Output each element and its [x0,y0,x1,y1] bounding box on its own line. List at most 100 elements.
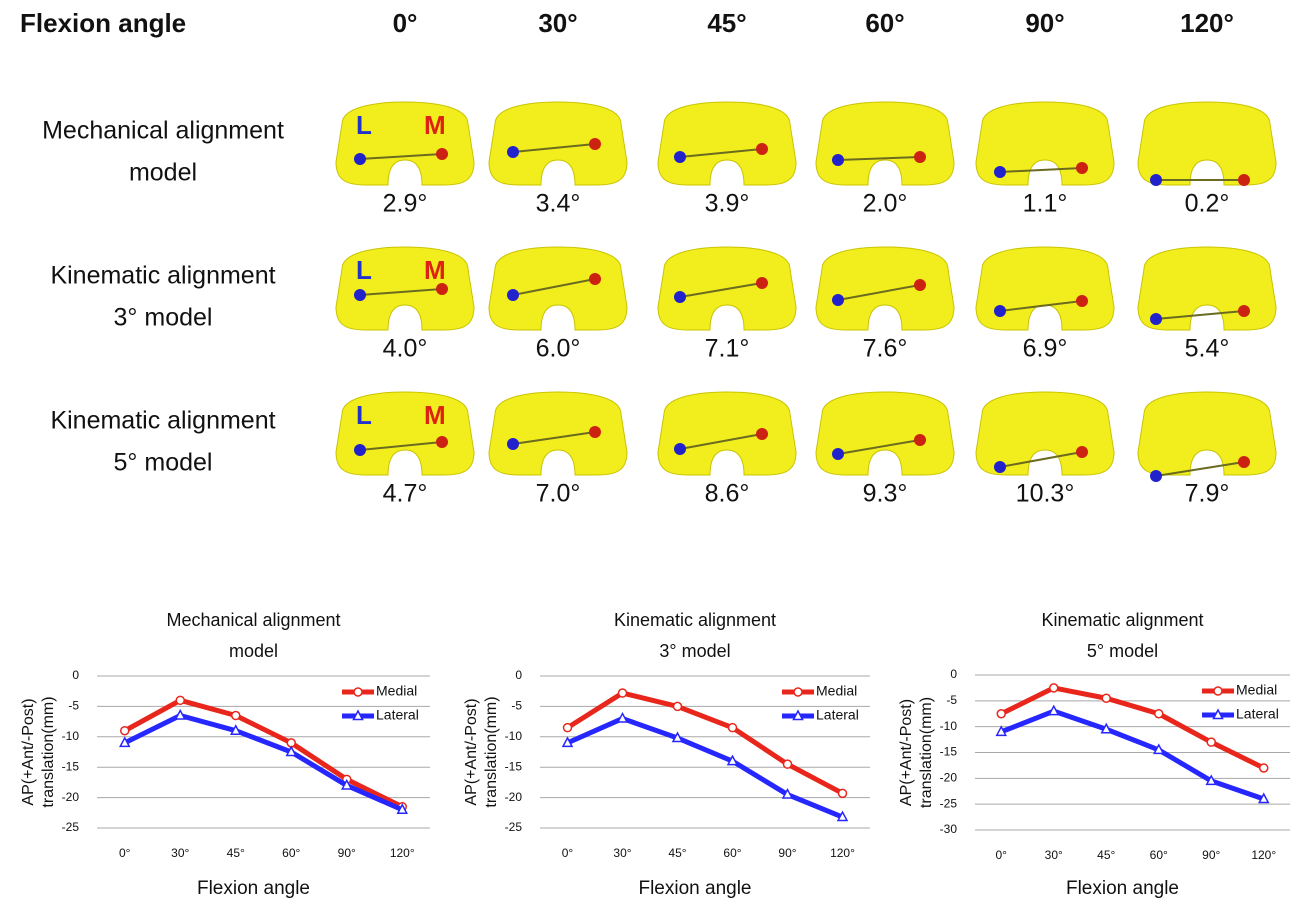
lateral-point [354,444,366,456]
medial-point [1076,446,1088,458]
column-header: 45° [707,8,746,38]
y-tick-label: -15 [505,759,523,773]
tibia-shape [489,392,627,475]
tibia-shape [816,102,954,185]
tibia-shape [489,247,627,330]
column-header: 120° [1180,8,1234,38]
x-tick-label: 45° [668,846,686,860]
data-point [619,689,627,697]
angle-value: 7.6° [863,335,908,363]
lateral-point [832,294,844,306]
lateral-point [832,448,844,460]
x-tick-label: 0° [996,848,1008,862]
series-line [568,719,843,817]
y-tick-label: -15 [62,759,80,773]
x-axis-label: Flexion angle [638,878,751,899]
tibia-cell [816,247,954,330]
row-label: Kinematic alignment [50,262,275,290]
lateral-point [832,154,844,166]
medial-point [589,426,601,438]
y-axis-label: AP(+Ant/-Post) [898,699,915,806]
legend-marker [354,688,362,696]
data-point [176,696,184,704]
tibia-cell [658,247,796,330]
tibia-cell [976,102,1114,185]
y-tick-label: -20 [940,771,958,785]
data-point [1260,764,1268,772]
chart-title: Kinematic alignment [1041,610,1203,630]
lateral-point [674,291,686,303]
angle-value: 4.7° [383,480,428,508]
tibia-cell [489,102,627,185]
y-tick-label: 0 [72,668,79,682]
angle-value: 6.0° [536,335,581,363]
data-point [1102,694,1110,702]
x-tick-label: 30° [1045,848,1063,862]
y-axis-label: AP(+Ant/-Post) [20,698,37,805]
lateral-point [674,443,686,455]
data-point [674,702,682,710]
medial-label: M [424,400,446,430]
y-tick-label: -20 [62,790,80,804]
data-point [1050,684,1058,692]
lateral-point [994,305,1006,317]
angle-value: 7.1° [705,335,750,363]
medial-point [589,273,601,285]
page: Flexion angle 0°30°45°60°90°120°Mechanic… [0,0,1296,900]
lateral-point [354,153,366,165]
x-tick-label: 60° [1150,848,1168,862]
angle-value: 2.0° [863,190,908,218]
medial-point [1238,305,1250,317]
legend-label: Medial [376,683,417,699]
tibia-shape [489,102,627,185]
tibia-cell [658,392,796,475]
y-tick-label: 0 [950,667,957,681]
chart-title: 5° model [1087,641,1158,661]
angle-value: 2.9° [383,190,428,218]
medial-point [756,143,768,155]
y-tick-label: -10 [62,729,80,743]
chart-title: Kinematic alignment [614,610,776,630]
y-axis-label: translation(mm) [40,696,57,807]
x-tick-label: 0° [119,846,131,860]
legend-label: Medial [816,683,857,699]
column-header: 60° [865,8,904,38]
x-tick-label: 60° [723,846,741,860]
lateral-point [994,461,1006,473]
medial-point [756,277,768,289]
y-tick-label: -5 [68,699,79,713]
x-tick-label: 45° [1097,848,1115,862]
medial-label: M [424,110,446,140]
legend-label: Lateral [816,707,859,723]
angle-value: 6.9° [1023,335,1068,363]
y-tick-label: -5 [946,693,957,707]
grid-header: Flexion angle [20,8,186,38]
y-tick-label: -20 [505,790,523,804]
angle-value: 0.2° [1185,190,1230,218]
x-tick-label: 0° [562,846,574,860]
x-tick-label: 120° [1251,848,1276,862]
lateral-point [354,289,366,301]
x-tick-label: 90° [1202,848,1220,862]
x-axis-label: Flexion angle [1066,878,1179,899]
y-tick-label: -10 [505,729,523,743]
tibia-cell [489,247,627,330]
tibia-shape [976,247,1114,330]
medial-point [914,279,926,291]
chart-title: 3° model [659,641,730,661]
x-tick-label: 30° [171,846,189,860]
x-axis-label: Flexion angle [197,878,310,899]
angle-value: 1.1° [1023,190,1068,218]
angle-value: 7.9° [1185,480,1230,508]
lateral-point [1150,470,1162,482]
row-label: 3° model [114,304,213,332]
tibia-cell [489,392,627,475]
angle-value: 10.3° [1016,480,1075,508]
column-header: 0° [393,8,418,38]
x-tick-label: 120° [830,846,855,860]
y-axis-label: translation(mm) [918,697,935,808]
x-tick-label: 120° [390,846,415,860]
medial-point [589,138,601,150]
tibia-cell [1138,247,1276,330]
medial-point [1076,295,1088,307]
